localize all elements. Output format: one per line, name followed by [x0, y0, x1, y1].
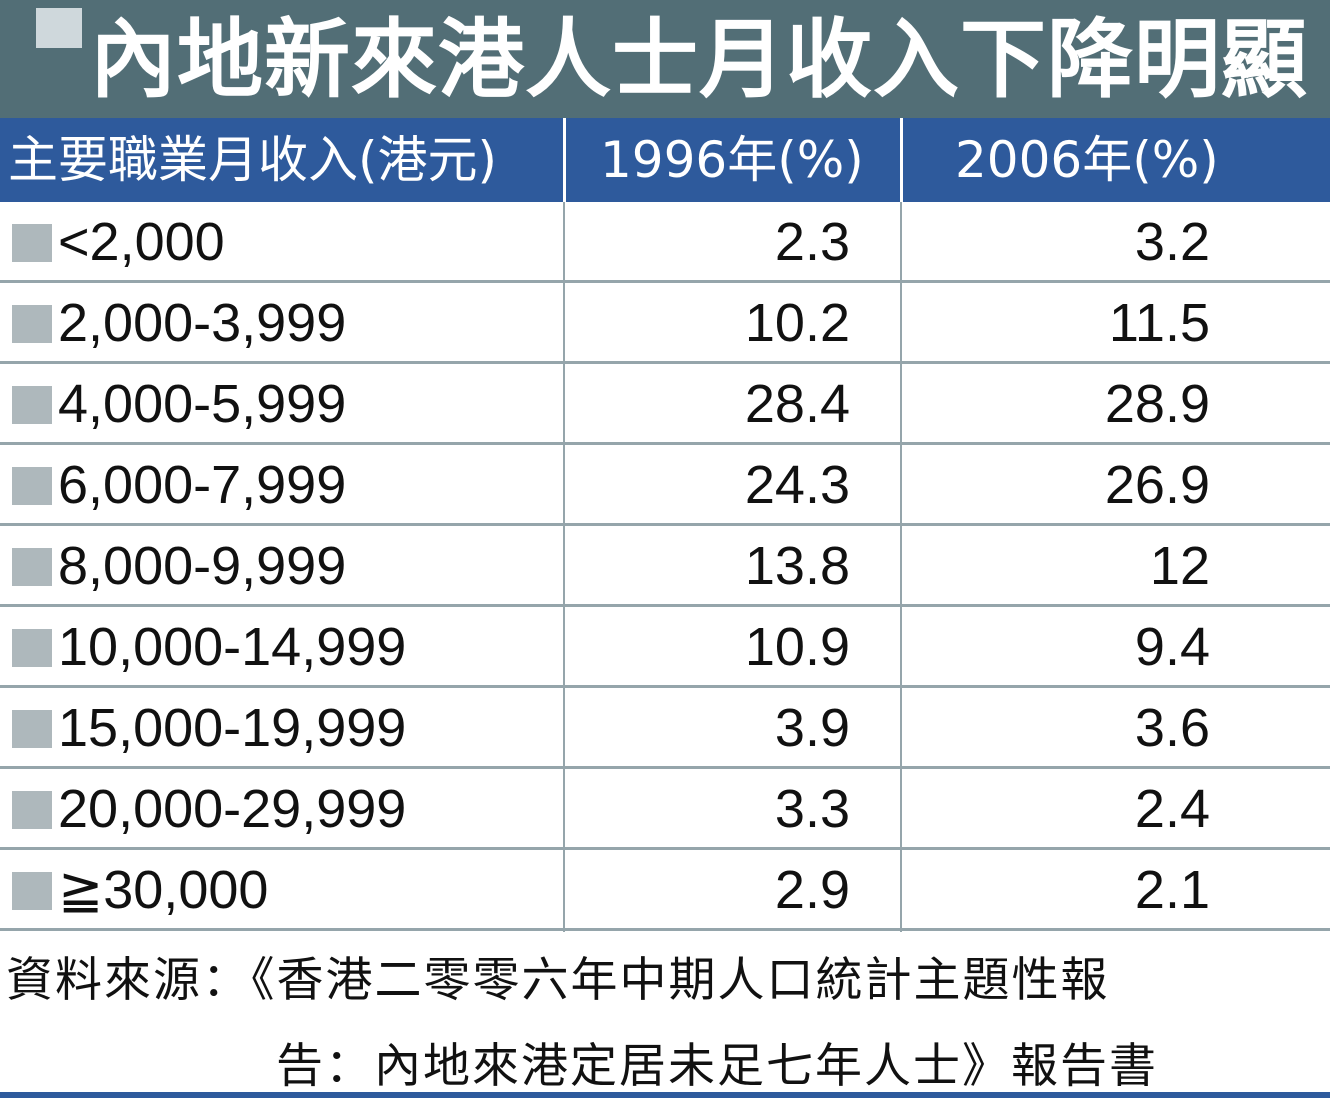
row-marker-square — [12, 791, 52, 829]
value-2006: 3.6 — [1134, 698, 1210, 758]
income-range-label: 6,000-7,999 — [58, 455, 347, 515]
income-range-label: 20,000-29,999 — [58, 779, 407, 839]
table-row: 4,000-5,999 28.4 28.9 — [0, 364, 1330, 445]
row-divider — [0, 361, 1330, 364]
row-divider — [0, 847, 1330, 850]
value-2006: 9.4 — [1134, 617, 1210, 677]
value-1996: 10.2 — [744, 293, 850, 353]
row-divider — [0, 604, 1330, 607]
table-row: 15,000-19,999 3.9 3.6 — [0, 688, 1330, 769]
value-2006: 26.9 — [1104, 455, 1210, 515]
income-range-label: 15,000-19,999 — [58, 698, 407, 758]
column-divider — [900, 202, 902, 932]
source-line-2: 告：內地來港定居未足七年人士》報告書 — [276, 1039, 1158, 1094]
income-range-label: 8,000-9,999 — [58, 536, 347, 596]
row-marker-square — [12, 224, 52, 262]
row-marker-square — [12, 467, 52, 505]
data-table-body: <2,000 2.3 3.2 2,000-3,999 10.2 11.5 4,000-5,9… — [0, 202, 1330, 932]
column-header-2006: 2006年(%) — [955, 131, 1219, 189]
column-header-income: 主要職業月收入(港元) — [8, 131, 498, 189]
title-marker-square — [36, 8, 82, 48]
value-1996: 2.9 — [774, 860, 850, 920]
row-divider — [0, 928, 1330, 931]
value-1996: 3.3 — [774, 779, 850, 839]
title-bar: 內地新來港人士月收入下降明顯 — [0, 0, 1330, 118]
row-marker-square — [12, 629, 52, 667]
table-row: ≧30,000 2.9 2.1 — [0, 850, 1330, 931]
value-2006: 2.4 — [1134, 779, 1210, 839]
row-divider — [0, 766, 1330, 769]
table-row: 2,000-3,999 10.2 11.5 — [0, 283, 1330, 364]
column-divider — [563, 202, 565, 932]
value-1996: 10.9 — [744, 617, 850, 677]
row-divider — [0, 523, 1330, 526]
row-divider — [0, 442, 1330, 445]
row-marker-square — [12, 872, 52, 910]
table-row: 10,000-14,999 10.9 9.4 — [0, 607, 1330, 688]
bottom-rule — [0, 1092, 1330, 1098]
value-1996: 3.9 — [774, 698, 850, 758]
income-range-label: 2,000-3,999 — [58, 293, 347, 353]
value-1996: 28.4 — [744, 374, 850, 434]
header-divider — [900, 118, 903, 202]
value-1996: 13.8 — [744, 536, 850, 596]
page-title: 內地新來港人士月收入下降明顯 — [90, 10, 1308, 110]
income-range-label: ≧30,000 — [58, 860, 269, 920]
source-note: 資料來源：《香港二零零六年中期人口統計主題性報 告：內地來港定居未足七年人士》報… — [6, 938, 1326, 1110]
value-2006: 28.9 — [1104, 374, 1210, 434]
table-row: 8,000-9,999 13.8 12 — [0, 526, 1330, 607]
row-divider — [0, 280, 1330, 283]
value-2006: 11.5 — [1108, 293, 1210, 353]
row-divider — [0, 685, 1330, 688]
header-divider — [563, 118, 566, 202]
row-marker-square — [12, 548, 52, 586]
value-1996: 24.3 — [744, 455, 850, 515]
table-row: 20,000-29,999 3.3 2.4 — [0, 769, 1330, 850]
column-header-1996: 1996年(%) — [600, 131, 864, 189]
table-header: 主要職業月收入(港元) 1996年(%) 2006年(%) — [0, 118, 1330, 202]
value-2006: 2.1 — [1134, 860, 1210, 920]
source-line-1: 資料來源：《香港二零零六年中期人口統計主題性報 — [6, 953, 1110, 1008]
row-marker-square — [12, 710, 52, 748]
income-range-label: 10,000-14,999 — [58, 617, 407, 677]
row-marker-square — [12, 305, 52, 343]
table-row: 6,000-7,999 24.3 26.9 — [0, 445, 1330, 526]
income-range-label: <2,000 — [58, 212, 225, 272]
row-marker-square — [12, 386, 52, 424]
value-2006: 12 — [1149, 536, 1210, 596]
table-row: <2,000 2.3 3.2 — [0, 202, 1330, 283]
income-range-label: 4,000-5,999 — [58, 374, 347, 434]
value-1996: 2.3 — [774, 212, 850, 272]
value-2006: 3.2 — [1134, 212, 1210, 272]
